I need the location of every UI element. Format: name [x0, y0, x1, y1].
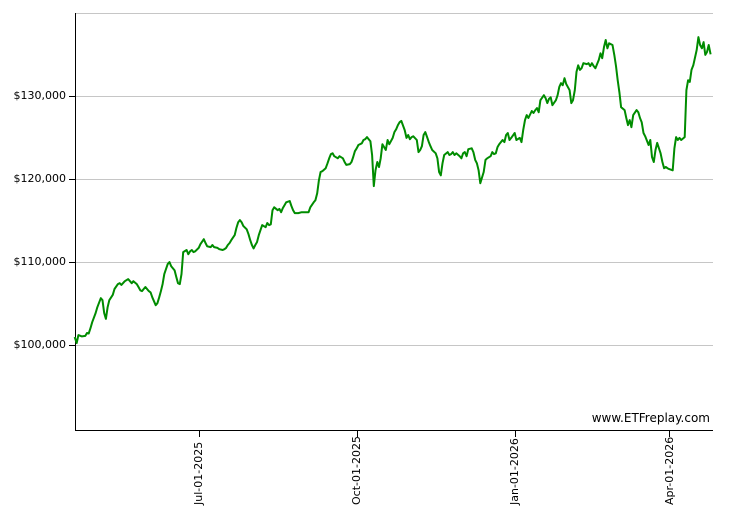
y-axis-tick-label: $100,000 — [13, 338, 67, 351]
etfreplay-watermark: www.ETFreplay.com — [591, 411, 710, 425]
x-axis-tick-label: Apr-01-2026 — [663, 436, 676, 505]
x-axis-tick-label: Jan-01-2026 — [508, 438, 521, 505]
equity-line — [73, 36, 712, 344]
y-axis-tick-label: $110,000 — [13, 255, 67, 268]
x-axis-tick-label: Jul-01-2025 — [192, 441, 205, 505]
y-axis-tick-label: $130,000 — [13, 89, 67, 102]
x-axis-tick-label: Oct-01-2025 — [350, 436, 363, 505]
y-axis-tick-label: $120,000 — [13, 172, 67, 185]
